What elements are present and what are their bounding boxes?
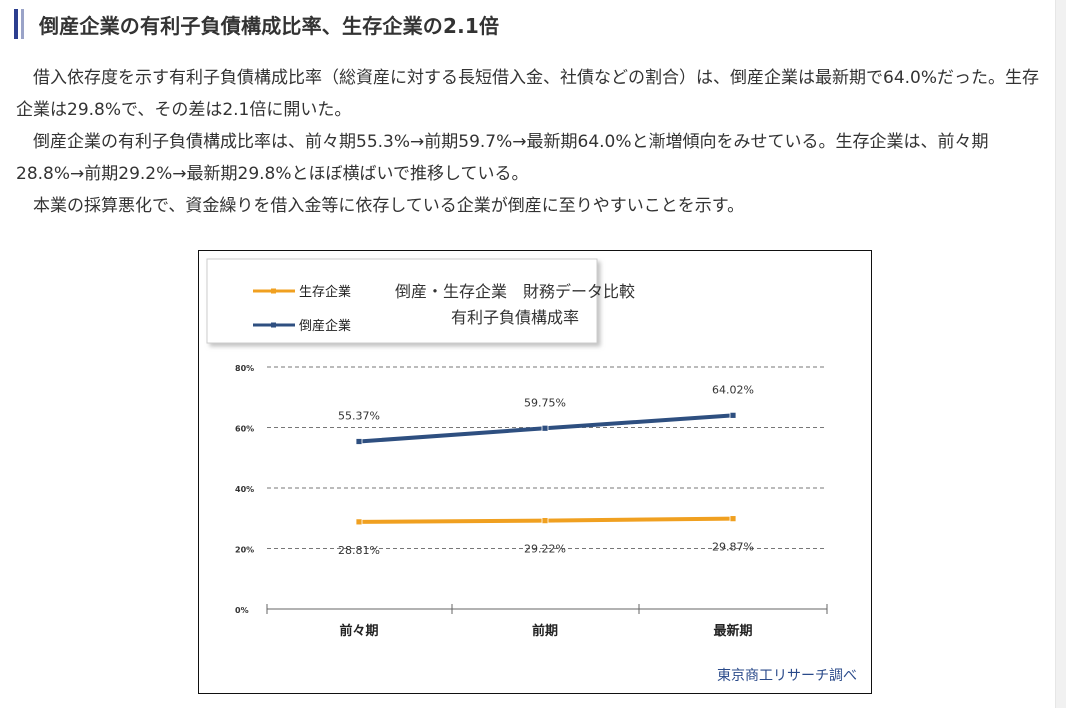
chart-title: 倒産・生存企業 財務データ比較 <box>395 282 635 301</box>
legend-label-1: 倒産企業 <box>299 318 351 334</box>
y-tick-label-1: 20% <box>235 546 254 555</box>
data-label-1-2: 64.02% <box>712 383 754 396</box>
data-label-0-0: 28.81% <box>338 544 380 557</box>
heading-accent-bar-light <box>21 9 24 39</box>
heading-accent-bar <box>14 9 18 39</box>
x-tick-label-1: 前期 <box>532 623 558 639</box>
y-tick-label-2: 40% <box>235 485 254 494</box>
heading-title: 倒産企業の有利子負債構成比率、生存企業の2.1倍 <box>39 13 500 38</box>
data-label-0-2: 29.87% <box>712 541 754 554</box>
source-note: 東京商工リサーチ調べ <box>717 668 857 684</box>
data-label-1-1: 59.75% <box>524 396 566 409</box>
data-point-0-0 <box>355 518 363 526</box>
x-tick-label-2: 最新期 <box>713 623 752 639</box>
data-label-0-1: 29.22% <box>524 543 566 556</box>
y-tick-label-0: 0% <box>235 606 249 615</box>
article-heading: 倒産企業の有利子負債構成比率、生存企業の2.1倍 <box>14 8 499 40</box>
y-tick-label-4: 80% <box>235 364 254 373</box>
x-tick-label-0: 前々期 <box>339 623 378 639</box>
chart-frame: 生存企業倒産企業 倒産・生存企業 財務データ比較 有利子負債構成率 0% 20% 4… <box>198 250 872 694</box>
legend-label-0: 生存企業 <box>299 284 351 300</box>
data-point-1-2 <box>729 411 737 419</box>
paragraph-1: 借入依存度を示す有利子負債構成比率（総資産に対する長短借入金、社債などの割合）は… <box>16 68 1040 120</box>
data-point-1-1 <box>541 424 549 432</box>
y-tick-label-3: 60% <box>235 425 254 434</box>
paragraph-3: 本業の採算悪化で、資金繰りを借入金等に依存している企業が倒産に至りやすいことを示… <box>33 196 745 216</box>
data-point-0-2 <box>729 515 737 523</box>
page-scrollbar[interactable] <box>1055 0 1066 708</box>
data-point-0-1 <box>541 517 549 525</box>
legend-marker-0 <box>271 288 276 294</box>
series-layer: 28.81% 29.22% 29.87% 55.37% 59.75% 64.02% <box>338 383 754 557</box>
x-axis: 前々期 前期 最新期 <box>266 604 828 639</box>
data-point-1-0 <box>355 438 363 445</box>
paragraph-2: 倒産企業の有利子負債構成比率は、前々期55.3%→前期59.7%→最新期64.0… <box>16 132 989 184</box>
legend-marker-1 <box>271 322 276 328</box>
chart-subtitle: 有利子負債構成率 <box>451 308 579 327</box>
article-body: 借入依存度を示す有利子負債構成比率（総資産に対する長短借入金、社債などの割合）は… <box>16 62 1052 222</box>
data-label-1-0: 55.37% <box>338 410 380 423</box>
grid-layer: 0% 20% 40% 60% 80% <box>235 364 827 615</box>
